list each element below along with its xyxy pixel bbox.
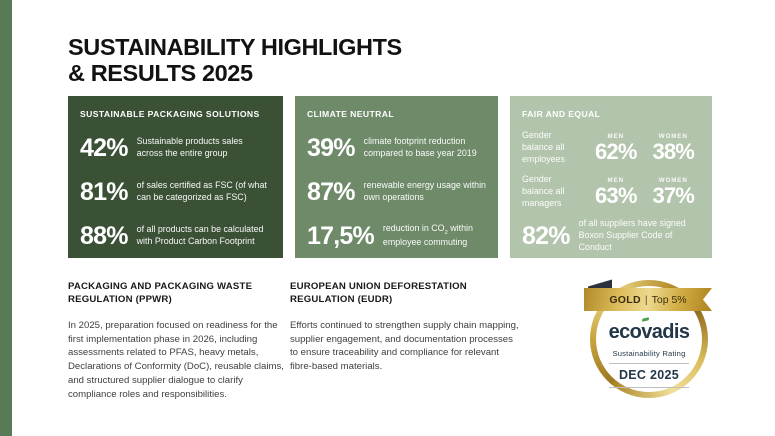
gender-men-group: MEN 62% [589, 133, 642, 163]
men-tag: MEN [607, 176, 624, 184]
ribbon-divider: | [644, 293, 648, 306]
gender-row-employees: Gender balance all employees MEN 62% WOM… [522, 129, 700, 167]
desc-post: within employee commuting [382, 222, 473, 248]
stat-sustainable-sales: 42% Sustainable products sales across th… [80, 129, 271, 167]
logo-v: v [641, 321, 652, 343]
panel-header: CLIMATE NEUTRAL [307, 109, 394, 119]
stat-value: 39% [307, 133, 355, 162]
men-tag: MEN [607, 132, 624, 140]
women-value: 38% [652, 138, 695, 164]
logo-eco: eco [608, 321, 642, 343]
panel-header: SUSTAINABLE PACKAGING SOLUTIONS [80, 109, 260, 119]
desc-pre: reduction in CO [382, 222, 445, 233]
badge-gold-ring: eco vadis Sustainability Rating DEC 2025 [590, 280, 708, 398]
stat-value: 88% [80, 221, 128, 250]
panel-header: FAIR AND EQUAL [522, 109, 601, 119]
badge-subtitle: Sustainability Rating [612, 349, 686, 358]
women-tag: WOMEN [658, 132, 688, 140]
section-eudr: EUROPEAN UNION DEFORESTATION REGULATION … [290, 280, 520, 374]
stat-value: 42% [80, 133, 128, 162]
stat-footprint-reduction: 39% climate footprint reduction compared… [307, 129, 486, 167]
men-value: 63% [594, 182, 637, 208]
section-body: Efforts continued to strengthen supply c… [290, 319, 519, 373]
section-header: EUROPEAN UNION DEFORESTATION REGULATION … [290, 281, 467, 306]
stat-value: 17,5% [307, 221, 375, 250]
stat-renewable-energy: 87% renewable energy usage within own op… [307, 173, 486, 211]
gender-men-group: MEN 63% [589, 177, 642, 207]
logo-adis: adis [651, 321, 690, 343]
women-tag: WOMEN [658, 176, 688, 184]
stat-desc: of all suppliers have signed Boxon Suppl… [578, 218, 686, 252]
title-line-1: SUSTAINABILITY HIGHLIGHTS [68, 34, 402, 60]
panel-fair-and-equal: FAIR AND EQUAL Gender balance all employ… [510, 96, 712, 258]
stat-desc: of all products can be calculated with P… [136, 224, 264, 246]
badge-date: DEC 2025 [609, 363, 689, 388]
stat-value: 81% [80, 177, 128, 206]
panel-climate-neutral: CLIMATE NEUTRAL 39% climate footprint re… [295, 96, 498, 258]
section-ppwr: PACKAGING AND PACKAGING WASTE REGULATION… [68, 280, 294, 402]
left-accent-strip [0, 0, 12, 436]
kpi-panels: SUSTAINABLE PACKAGING SOLUTIONS 42% Sust… [68, 96, 712, 258]
gender-row-managers: Gender balance all managers MEN 63% WOME… [522, 173, 700, 211]
badge-inner-circle: eco vadis Sustainability Rating DEC 2025 [596, 286, 702, 392]
section-body: In 2025, preparation focused on readines… [68, 319, 284, 400]
title-line-2: & RESULTS 2025 [68, 60, 253, 87]
ecovadis-logo: eco vadis [608, 317, 690, 343]
badge-ribbon: GOLD | Top 5% [584, 288, 712, 311]
ribbon-rank: Top 5% [651, 293, 687, 306]
women-value: 37% [652, 182, 695, 208]
section-header: PACKAGING AND PACKAGING WASTE REGULATION… [68, 281, 253, 306]
stat-desc: renewable energy usage within own operat… [363, 180, 486, 202]
stat-supplier-code: 82% of all suppliers have signed Boxon S… [522, 217, 700, 255]
stat-desc: of sales certified as FSC (of what can b… [136, 180, 267, 202]
stat-desc: Sustainable products sales across the en… [136, 136, 243, 158]
stat-desc: reduction in CO2 within employee commuti… [383, 223, 486, 249]
gender-women-group: WOMEN 38% [647, 133, 700, 163]
page-title: SUSTAINABILITY HIGHLIGHTS & RESULTS 2025 [68, 34, 402, 87]
gender-label: Gender balance all employees [522, 130, 565, 164]
stat-value: 82% [522, 221, 570, 250]
gender-label: Gender balance all managers [522, 174, 565, 208]
panel-sustainable-packaging: SUSTAINABLE PACKAGING SOLUTIONS 42% Sust… [68, 96, 283, 258]
stat-carbon-footprint: 88% of all products can be calculated wi… [80, 217, 271, 255]
gender-women-group: WOMEN 37% [647, 177, 700, 207]
men-value: 62% [594, 138, 637, 164]
ecovadis-badge: eco vadis Sustainability Rating DEC 2025 … [578, 276, 720, 404]
ribbon-award: GOLD [609, 293, 641, 306]
co2-subscript: 2 [444, 229, 448, 236]
stat-fsc-certified: 81% of sales certified as FSC (of what c… [80, 173, 271, 211]
stat-co2-commuting: 17,5% reduction in CO2 within employee c… [307, 217, 486, 255]
stat-value: 87% [307, 177, 355, 206]
stat-desc: climate footprint reduction compared to … [363, 136, 477, 158]
